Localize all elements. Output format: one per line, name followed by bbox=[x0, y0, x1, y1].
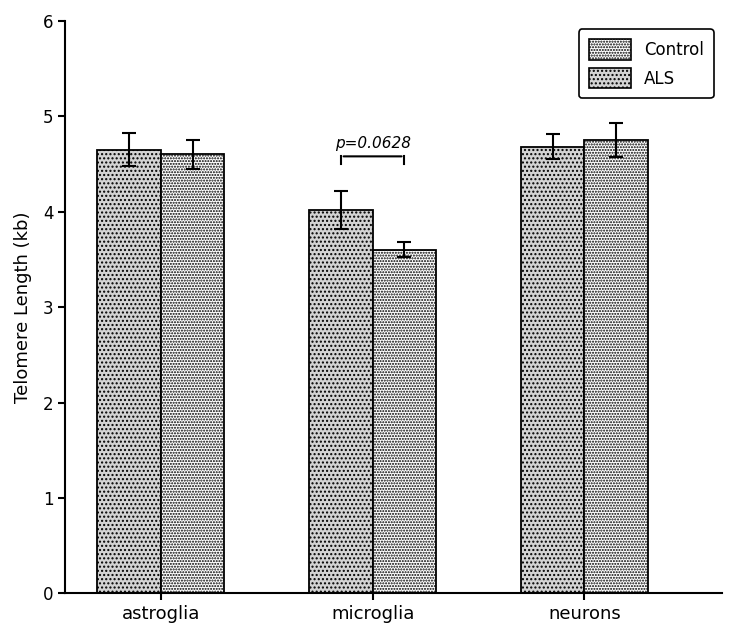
Bar bbox=[521, 147, 584, 593]
Text: p=0.0628: p=0.0628 bbox=[335, 136, 411, 150]
Y-axis label: Telomere Length (kb): Telomere Length (kb) bbox=[14, 211, 32, 403]
Bar bbox=[372, 250, 436, 593]
Bar bbox=[584, 140, 648, 593]
Legend: Control, ALS: Control, ALS bbox=[579, 29, 714, 98]
Bar bbox=[309, 210, 372, 593]
Bar bbox=[160, 154, 224, 593]
Bar bbox=[97, 150, 160, 593]
